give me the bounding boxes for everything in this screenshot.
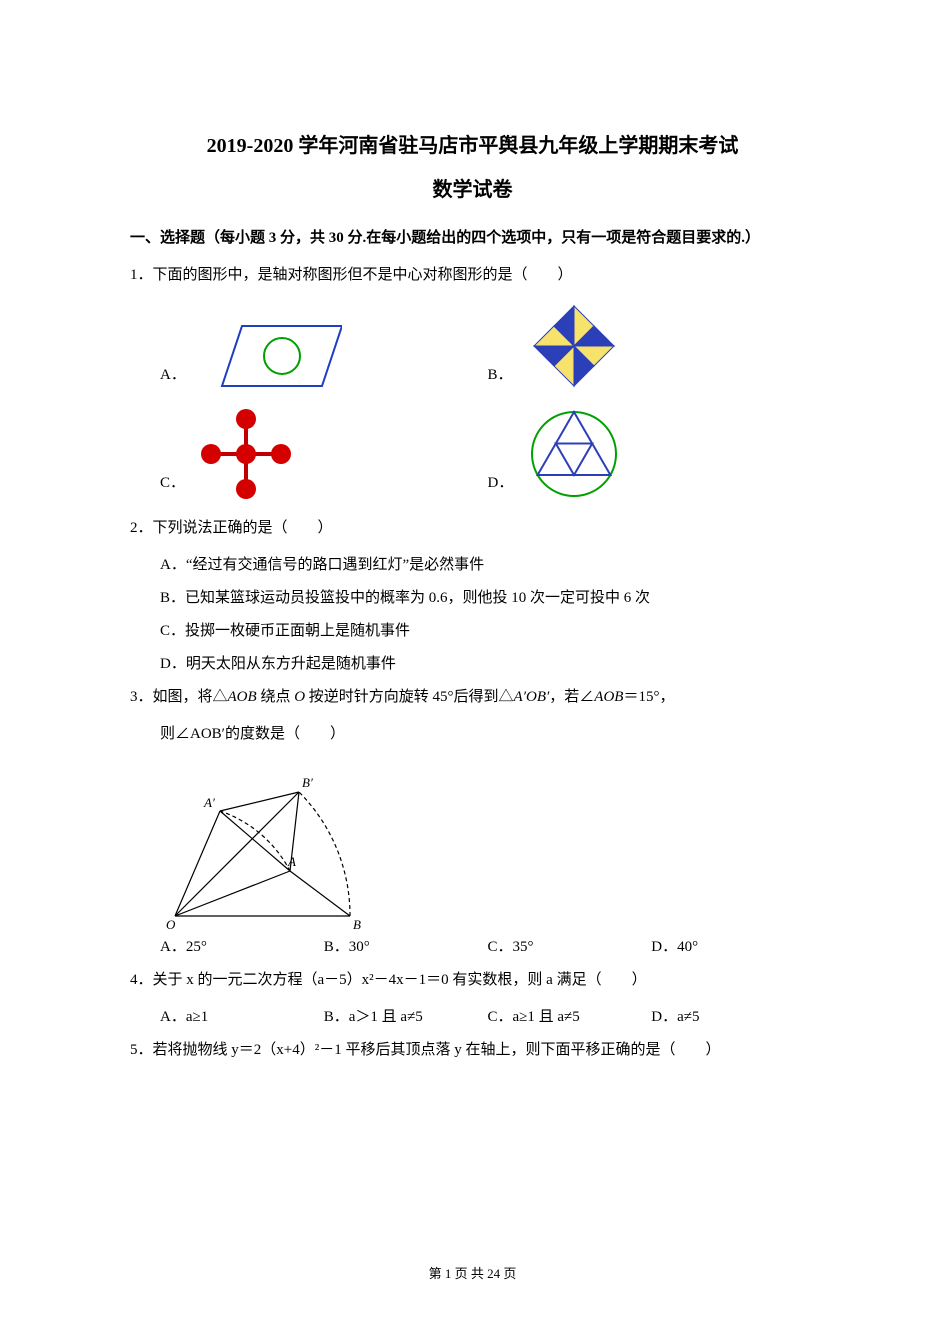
q3-optC: C．35° [488, 931, 652, 964]
section-header: 一、选择题（每小题 3 分，共 30 分.在每小题给出的四个选项中，只有一项是符… [130, 224, 815, 253]
q4-optC: C．a≥1 且 a≠5 [488, 1001, 652, 1034]
q1-figB-icon [519, 296, 629, 396]
q1-optD: D． [488, 404, 816, 504]
q1-optC-label: C． [160, 467, 185, 504]
q1-optA-label: A． [160, 359, 186, 396]
q1-optD-label: D． [488, 467, 514, 504]
q3-optB: B．30° [324, 931, 488, 964]
title-line1: 2019-2020 学年河南省驻马店市平舆县九年级上学期期末考试 [130, 130, 815, 162]
svg-text:B′: B′ [302, 775, 313, 790]
q2-stem: 2．下列说法正确的是（ ） [130, 512, 815, 545]
q1-optA: A． [160, 296, 488, 396]
page-footer: 第 1 页 共 24 页 [0, 1260, 945, 1289]
q1-figA-icon [192, 316, 342, 396]
q4-optD: D．a≠5 [651, 1001, 815, 1034]
q1-stem: 1．下面的图形中，是轴对称图形但不是中心对称图形的是（ ） [130, 259, 815, 292]
q1-figC-icon [191, 404, 301, 504]
q5-stem: 5．若将抛物线 y＝2（x+4）²－1 平移后其顶点落 y 在轴上，则下面平移正… [130, 1034, 815, 1067]
q3-optA: A．25° [160, 931, 324, 964]
q1-optB-label: B． [488, 359, 513, 396]
q1-options: A． B． [130, 296, 815, 512]
svg-text:B: B [353, 917, 361, 931]
q3-figure-icon: O B A B′ A′ [160, 751, 370, 931]
q3-optD: D．40° [651, 931, 815, 964]
q2-optC: C．投掷一枚硬币正面朝上是随机事件 [130, 615, 815, 648]
q4-optA: A．a≥1 [160, 1001, 324, 1034]
q2-optD: D．明天太阳从东方升起是随机事件 [130, 648, 815, 681]
exam-page: 2019-2020 学年河南省驻马店市平舆县九年级上学期期末考试 数学试卷 一、… [0, 0, 945, 1337]
q3-options: A．25° B．30° C．35° D．40° [130, 931, 815, 964]
svg-text:O: O [166, 917, 176, 931]
svg-text:A′: A′ [203, 795, 215, 810]
q3-stem-line2: 则∠AOB′的度数是（ ） [130, 718, 815, 751]
q1-optB: B． [488, 296, 816, 396]
q1-optC: C． [160, 404, 488, 504]
title-line2: 数学试卷 [130, 168, 815, 212]
svg-text:A: A [287, 854, 296, 869]
q4-optB: B．a＞1 且 a≠5 [324, 1001, 488, 1034]
q4-stem: 4．关于 x 的一元二次方程（a－5）x²－4x－1＝0 有实数根，则 a 满足… [130, 964, 815, 997]
q4-options: A．a≥1 B．a＞1 且 a≠5 C．a≥1 且 a≠5 D．a≠5 [130, 1001, 815, 1034]
q3-stem-line1: 3．如图，将△AOB 绕点 O 按逆时针方向旋转 45°后得到△A′OB′，若∠… [130, 681, 815, 714]
q1-figD-icon [519, 404, 629, 504]
q2-optA: A．“经过有交通信号的路口遇到红灯”是必然事件 [130, 549, 815, 582]
q3-figure: O B A B′ A′ [130, 751, 815, 931]
q2-optB: B．已知某篮球运动员投篮投中的概率为 0.6，则他投 10 次一定可投中 6 次 [130, 582, 815, 615]
